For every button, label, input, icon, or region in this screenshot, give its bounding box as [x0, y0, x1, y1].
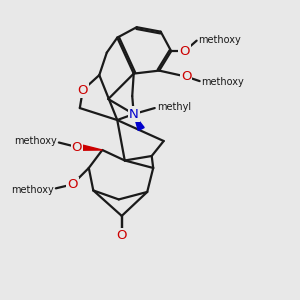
Text: O: O — [78, 84, 88, 97]
Text: methoxy: methoxy — [201, 77, 244, 87]
Text: O: O — [181, 70, 191, 83]
Text: methoxy: methoxy — [12, 185, 54, 195]
Text: O: O — [179, 45, 190, 58]
Polygon shape — [76, 144, 102, 150]
Text: methyl: methyl — [157, 102, 191, 112]
Text: N: N — [129, 108, 139, 121]
Text: methoxy: methoxy — [198, 35, 241, 45]
Polygon shape — [134, 114, 144, 130]
Text: methoxy: methoxy — [15, 136, 57, 146]
Text: O: O — [72, 140, 82, 154]
Text: O: O — [116, 229, 127, 242]
Text: O: O — [67, 178, 78, 191]
